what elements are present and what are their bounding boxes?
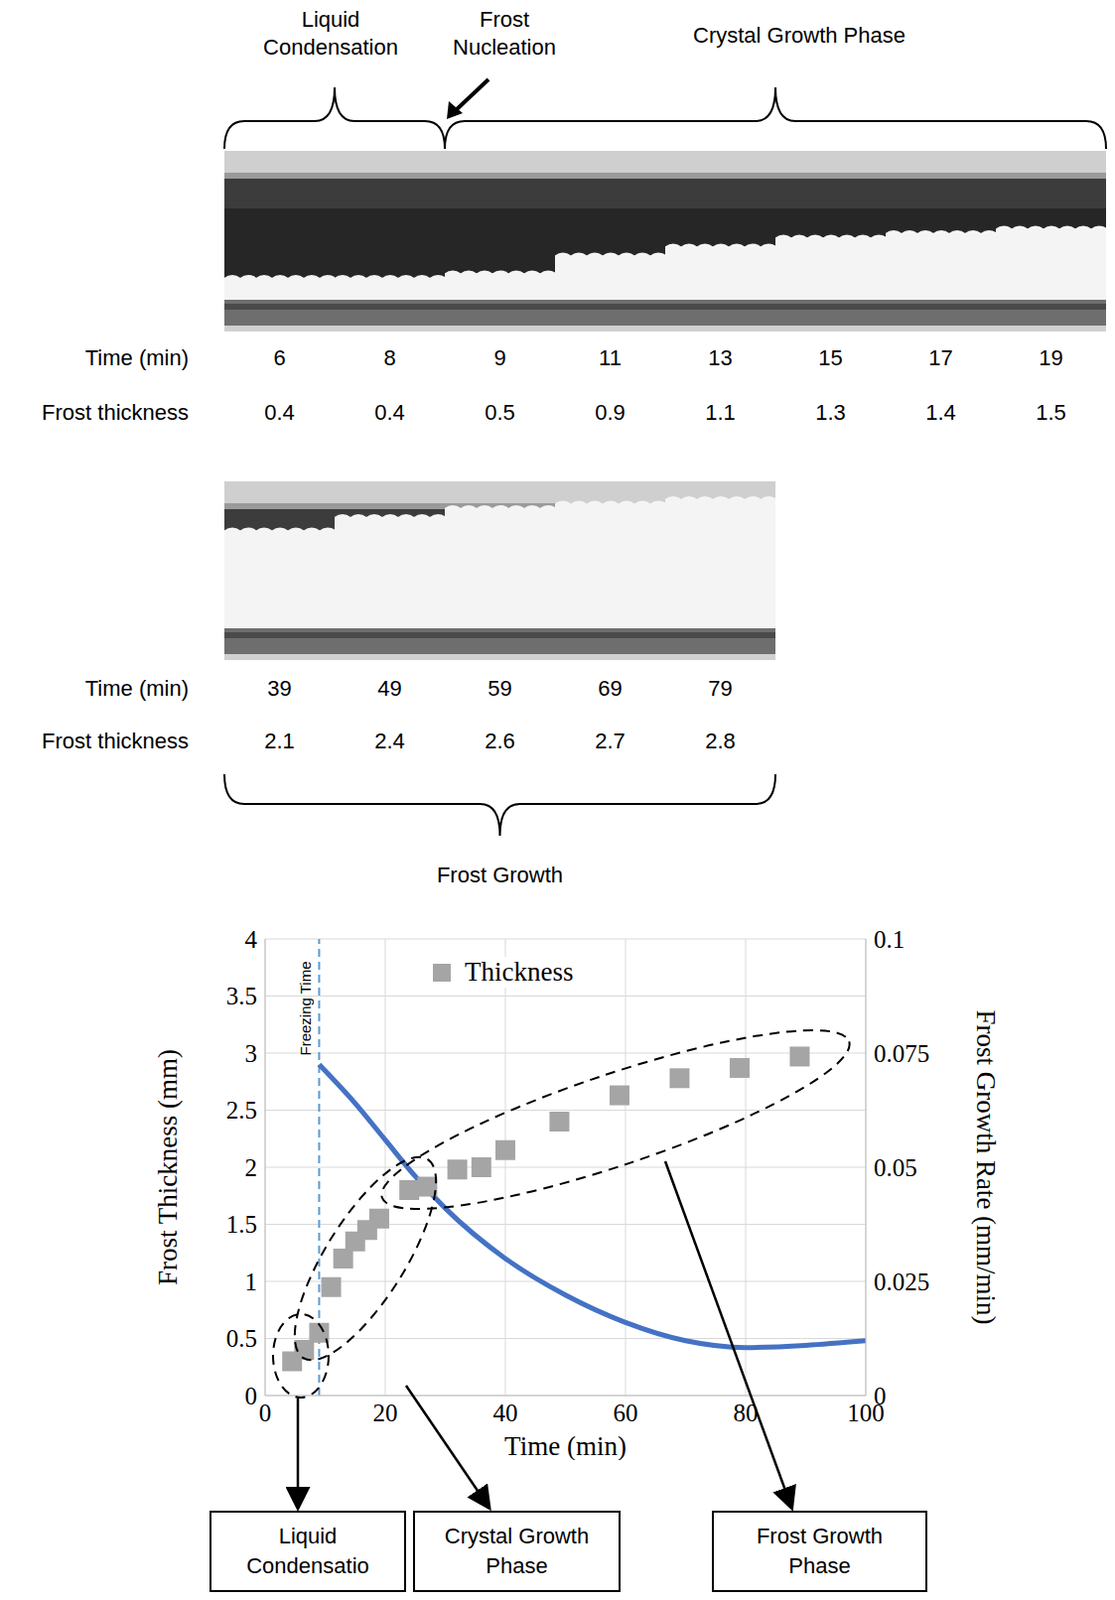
svg-text:0.1: 0.1: [873, 926, 905, 954]
html-text:1.1: 1.1: [705, 400, 736, 425]
html-text:1.4: 1.4: [925, 400, 956, 425]
svg-text:1.5: 1.5: [226, 1211, 258, 1239]
svg-text:Frost Growth Rate (mm/min): Frost Growth Rate (mm/min): [971, 1009, 1001, 1325]
html-text:Frost thickness: Frost thickness: [41, 728, 189, 754]
html-text:79: 79: [708, 676, 733, 701]
svg-text:0: 0: [245, 1383, 259, 1410]
html-text:Liquid Condensation: Liquid Condensation: [263, 6, 399, 60]
html-text:0.4: 0.4: [264, 400, 295, 425]
html-text:0.4: 0.4: [374, 400, 405, 425]
html-text:11: 11: [598, 345, 622, 371]
html-text:8: 8: [383, 345, 396, 371]
html-text:1.5: 1.5: [1035, 400, 1067, 425]
html-text:Crystal Growth Phase: Crystal Growth Phase: [693, 22, 906, 48]
html-text:1.3: 1.3: [815, 400, 846, 425]
svg-text:40: 40: [493, 1399, 519, 1427]
svg-text:80: 80: [733, 1399, 759, 1427]
svg-text:3: 3: [245, 1040, 259, 1068]
html-text:69: 69: [598, 676, 623, 701]
svg-text:20: 20: [373, 1399, 399, 1427]
html-text:59: 59: [487, 676, 513, 701]
svg-text:0.025: 0.025: [873, 1268, 930, 1296]
html-text:Thickness: Thickness: [464, 957, 574, 987]
html-text:9: 9: [493, 345, 506, 371]
svg-text:1: 1: [245, 1268, 259, 1296]
svg-text:3.5: 3.5: [226, 982, 258, 1010]
html-text:39: 39: [267, 676, 292, 701]
svg-text:0.075: 0.075: [873, 1040, 930, 1068]
html-text:Frost Growth: Frost Growth: [436, 862, 564, 888]
svg-text:4: 4: [245, 926, 259, 954]
svg-text:Freezing Time: Freezing Time: [296, 961, 314, 1056]
svg-text:Frost Thickness (mm): Frost Thickness (mm): [152, 1049, 183, 1286]
html-text:15: 15: [818, 345, 843, 371]
svg-text:60: 60: [613, 1399, 639, 1427]
svg-text:2.5: 2.5: [226, 1097, 258, 1124]
html-text:Frost Nucleation: Frost Nucleation: [452, 6, 557, 60]
svg-text:0.05: 0.05: [873, 1154, 918, 1182]
html-text:0.9: 0.9: [594, 400, 626, 425]
svg-text:100: 100: [847, 1399, 885, 1427]
svg-text:Time (min): Time (min): [504, 1431, 627, 1461]
html-text:2.8: 2.8: [705, 728, 736, 754]
html-text:2.1: 2.1: [264, 728, 295, 754]
svg-text:0: 0: [873, 1383, 887, 1410]
html-text:Crystal Growth Phase: Crystal Growth Phase: [444, 1524, 589, 1579]
svg-text:0.5: 0.5: [226, 1325, 258, 1353]
html-text:2.6: 2.6: [484, 728, 516, 754]
svg-text:2: 2: [245, 1154, 259, 1182]
html-text:Time (min): Time (min): [85, 345, 189, 371]
html-text:6: 6: [273, 345, 286, 371]
html-text:19: 19: [1038, 345, 1064, 371]
html-text:0.5: 0.5: [484, 400, 516, 425]
html-text:49: 49: [377, 676, 402, 701]
html-text:2.7: 2.7: [594, 728, 626, 754]
html-text:Frost Growth Phase: Frost Growth Phase: [756, 1524, 883, 1579]
html-text:Time (min): Time (min): [85, 676, 189, 701]
html-text:17: 17: [928, 345, 953, 371]
html-text:Liquid Condensatio: Liquid Condensatio: [246, 1524, 370, 1579]
svg-text:0: 0: [259, 1399, 273, 1427]
html-text:2.4: 2.4: [374, 728, 405, 754]
html-text:Frost thickness: Frost thickness: [41, 400, 189, 425]
html-text:13: 13: [708, 345, 733, 371]
